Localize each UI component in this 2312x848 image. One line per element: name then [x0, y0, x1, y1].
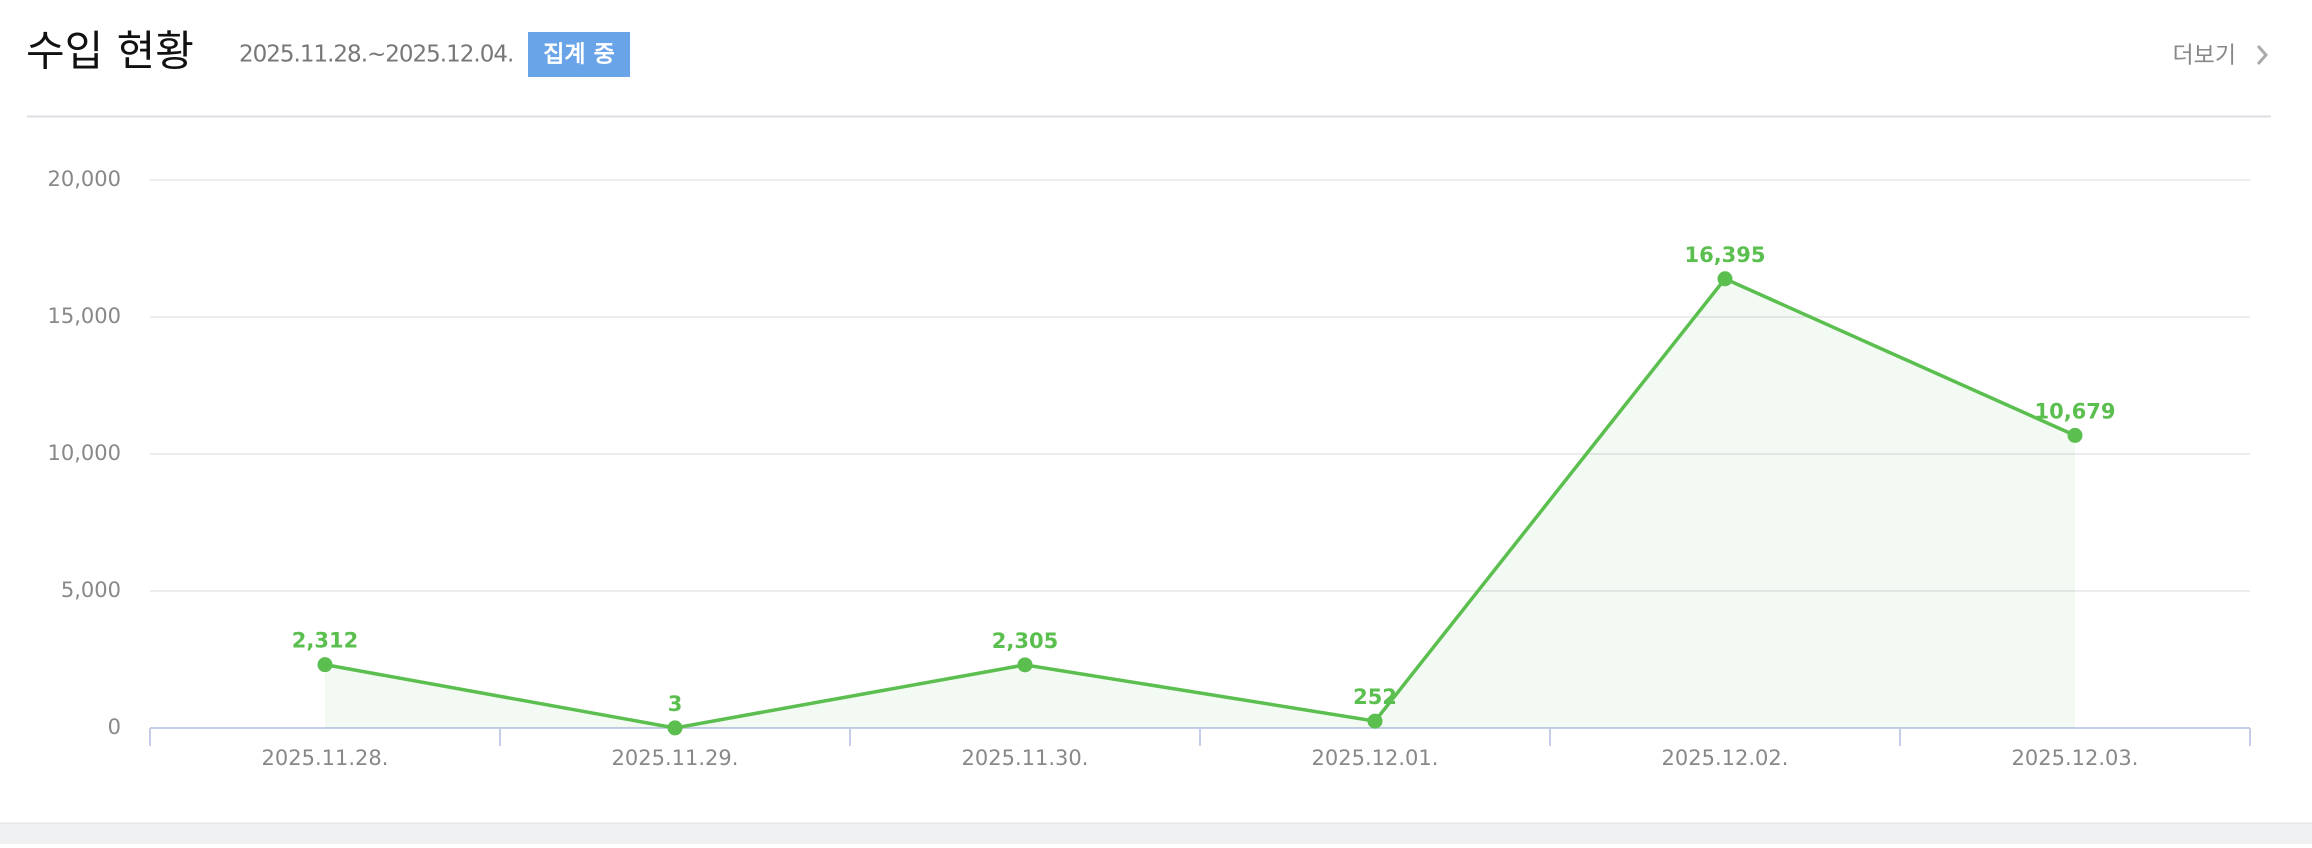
area: [325, 278, 2075, 728]
footer-bar: [0, 823, 2312, 844]
data-label: 10,679: [2034, 399, 2115, 423]
data-label: 3: [668, 692, 683, 716]
data-label: 2,305: [992, 629, 1058, 653]
point: [1717, 271, 1733, 287]
y-tick-label: 10,000: [48, 441, 121, 465]
y-tick-label: 5,000: [61, 578, 121, 602]
x-tick-label: 2025.12.03.: [2012, 746, 2139, 770]
more-arrow[interactable]: [2256, 45, 2269, 65]
title: 수입 현황: [26, 27, 194, 76]
badge: 집계 중: [543, 42, 615, 68]
x-tick-label: 2025.12.01.: [1312, 746, 1439, 770]
y-tick-label: 15,000: [48, 304, 121, 328]
y-tick-label: 0: [108, 715, 121, 739]
badge-bg: [528, 32, 630, 77]
point: [667, 720, 683, 736]
line: [324, 276, 2076, 730]
point: [1017, 657, 1033, 673]
data-label: 2,312: [292, 629, 358, 653]
period: 2025.11.28.~2025.12.04.: [239, 42, 513, 68]
x-tick-label: 2025.11.28.: [262, 746, 389, 770]
point: [1367, 713, 1383, 729]
x-tick-label: 2025.11.29.: [612, 746, 739, 770]
data-label: 252: [1353, 685, 1397, 709]
point: [317, 657, 333, 673]
more-link[interactable]: 더보기: [2173, 43, 2236, 69]
x-tick-label: 2025.12.02.: [1662, 746, 1789, 770]
data-label: 16,395: [1684, 243, 1765, 267]
x-tick-label: 2025.11.30.: [962, 746, 1089, 770]
point: [2067, 427, 2083, 443]
y-tick-label: 20,000: [48, 167, 121, 191]
